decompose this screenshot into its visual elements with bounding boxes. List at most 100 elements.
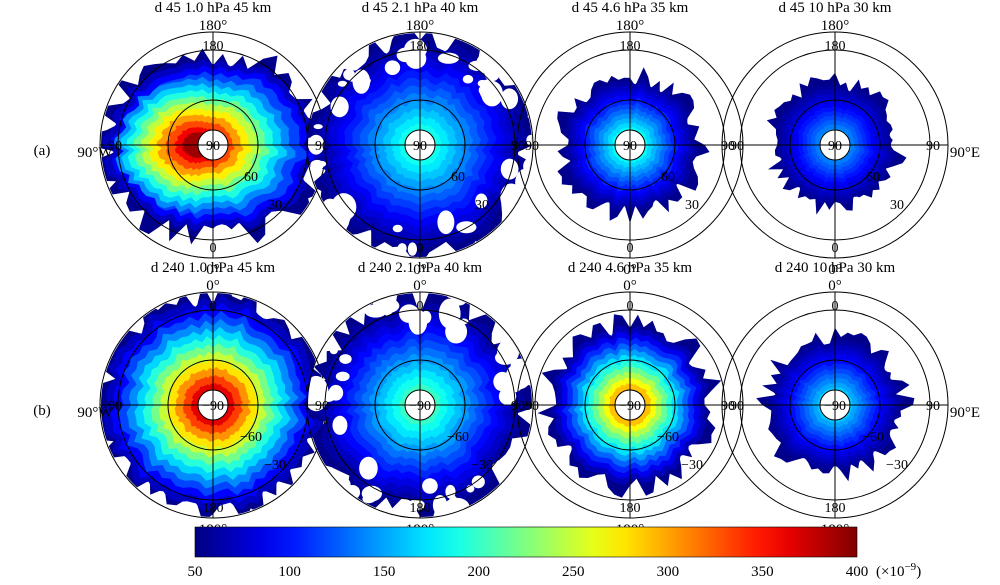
field-gap [468,60,487,71]
field-gap [500,183,523,211]
field-gap [462,74,474,84]
lat-label-60: 60 [244,170,258,185]
panel-title: d 240 2.1 hPa 40 km [358,260,483,276]
panel-top-edge-label: 0° [623,278,637,294]
field-gap [363,466,376,477]
row-label: (a) [34,143,51,159]
panel-bottom-edge-label: 0° [413,262,427,278]
field-gap [500,88,519,110]
rim-label-left: 90 [525,399,539,414]
field-gap [475,193,488,209]
polar-grid [516,291,744,519]
pole-label: −90 [619,399,641,414]
panel-title: d 240 10 hPa 30 km [775,260,896,276]
rim-label-top: 180 [620,39,641,54]
lat-label-30: 30 [475,198,489,213]
rim-label-top: 0 [627,299,634,314]
panel-1-1: d 240 2.1 hPa 40 km0°180°−90−60−30018090… [306,260,534,538]
field-gap [493,371,512,392]
colorbar-tick-label: 50 [188,564,203,580]
rim-label-bottom: 180 [410,501,431,516]
field-gap [407,242,418,256]
field-gap [362,494,376,504]
field-gap [323,198,337,208]
left-edge-label: 90°W [77,405,113,421]
field-gap [408,309,428,335]
lat-label-30: −30 [264,458,286,473]
lat-label-30: −30 [471,458,493,473]
lat-label-30: 30 [685,198,699,213]
panel-0-0: d 45 1.0 hPa 45 km 180° 0° 90 60 30 180 0 90 90 [99,0,327,278]
rim-label-top: 180 [825,39,846,54]
colorbar-tick-label: 400 [846,564,869,580]
lat-label-30: 30 [268,198,282,213]
panel-top-edge-label: 180° [406,18,435,34]
field-gap [477,79,488,88]
pole-label: 90 [623,139,637,154]
colorbar: 50 100 150 200 250 300 350 400 (×10−9) [188,526,921,580]
rim-label-left: 90 [108,399,122,414]
panel-title: d 45 1.0 hPa 45 km [155,0,272,16]
right-edge-label: 90°E [950,145,980,161]
field-gap [364,304,387,318]
lat-label-60: −60 [240,430,262,445]
panel-bottom-edge-label: 0° [206,262,220,278]
field-gap [437,52,460,64]
pole-label: −90 [409,399,431,414]
panel-0-1: d 45 2.1 hPa 40 km 180° 0° 90 60 30 180 0 90 90 [306,0,534,278]
rim-label-right: 90 [721,399,735,414]
lat-label-60: −60 [862,430,884,445]
rim-label-left: 90 [730,399,744,414]
rim-label-right: 90 [721,139,735,154]
rim-label-top: 0 [210,299,217,314]
field-gap [319,390,336,402]
field-gap [444,497,470,517]
panel-title: d 45 4.6 hPa 35 km [572,0,689,16]
field-gap [352,69,371,94]
field-gap [500,158,519,180]
field-gap [432,494,448,516]
rim-label-bottom: 180 [620,501,641,516]
rim-label-right: 90 [511,399,525,414]
rim-label-right: 90 [926,399,940,414]
field-gap [497,339,520,364]
rim-label-bottom: 0 [627,241,634,256]
panel-top-edge-label: 180° [821,18,850,34]
field-gap [339,354,352,364]
field-gap [343,69,355,81]
panel-title: d 240 1.0 hPa 45 km [151,260,276,276]
pole-label: 90 [828,139,842,154]
field-gap [526,134,532,146]
row-label: (b) [33,403,51,419]
field-gap [337,80,348,87]
lat-label-30: −30 [681,458,703,473]
field-gap [335,371,350,382]
field-gap [392,224,403,233]
rim-label-top: 180 [203,39,224,54]
pole-label: 90 [413,139,427,154]
lat-label-30: −30 [886,458,908,473]
rim-label-right: 90 [926,139,940,154]
lat-label-30: 30 [890,198,904,213]
pole-label: −90 [202,399,224,414]
rim-label-bottom: 180 [825,501,846,516]
rim-label-top: 180 [410,39,431,54]
polar-grid [721,31,949,259]
panel-1-2: d 240 4.6 hPa 35 km0°180°−90−60−30018090… [516,260,744,538]
rim-label-right: 90 [511,139,525,154]
lat-label-60: 60 [866,170,880,185]
panel-title: d 240 4.6 hPa 35 km [568,260,693,276]
rim-label-left: 90 [730,139,744,154]
lat-label-60: −60 [447,430,469,445]
panel-title: d 45 10 hPa 30 km [779,0,892,16]
edge-labels: (a) 90°W 90°E (b) 90°W 90°E [33,143,980,421]
panel-top-edge-label: 0° [206,278,220,294]
colorbar-tick-label: 350 [751,564,774,580]
pole-label: 90 [206,139,220,154]
colorbar-scale [194,526,858,558]
field-gap [331,193,357,222]
field-gap [317,160,327,167]
